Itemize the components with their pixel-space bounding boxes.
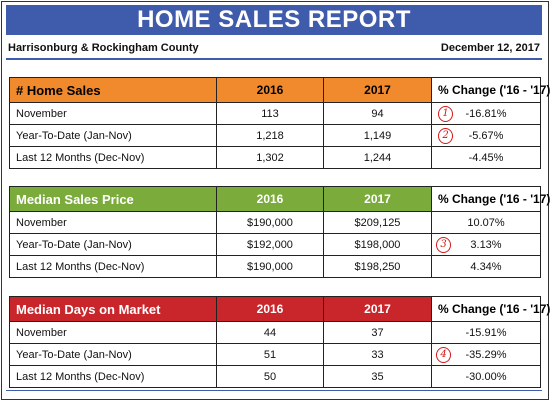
annotation-circle-2: 2 <box>438 128 453 144</box>
row-label: Year-To-Date (Jan-Nov) <box>9 343 217 366</box>
pct-change-cell: 10.07% <box>431 211 541 234</box>
table-header-row: Median Days on Market 2016 2017 % Change… <box>9 296 550 322</box>
report-title: HOME SALES REPORT <box>6 5 542 35</box>
pct-change-value: 10.07% <box>467 216 505 229</box>
value-2016: $192,000 <box>216 233 324 256</box>
report-date: December 12, 2017 <box>440 42 540 54</box>
table-header-row: Median Sales Price 2016 2017 % Change ('… <box>9 186 550 212</box>
annotation-circle-3: 3 <box>436 237 451 253</box>
value-2017: 37 <box>323 321 432 344</box>
table-row: Year-To-Date (Jan-Nov) $192,000 $198,000… <box>9 233 541 256</box>
table-row: Year-To-Date (Jan-Nov) 51 33 4 -35.29% <box>9 343 541 366</box>
pct-change-cell: -4.45% <box>431 146 541 169</box>
column-2016: 2016 <box>216 77 324 103</box>
value-2016: 50 <box>216 365 324 388</box>
column-pct-change: % Change ('16 - '17) <box>431 296 550 322</box>
pct-change-value: -4.45% <box>468 151 504 164</box>
pct-change-cell: 1 -16.81% <box>431 102 541 125</box>
annotation-circle-4: 4 <box>436 347 451 363</box>
pct-change-value: -35.29% <box>465 348 507 361</box>
row-label: November <box>9 211 217 234</box>
value-2016: $190,000 <box>216 255 324 278</box>
row-label: Last 12 Months (Dec-Nov) <box>9 365 217 388</box>
value-2017: $198,000 <box>323 233 432 256</box>
table-title: Median Sales Price <box>9 186 217 212</box>
row-label: Last 12 Months (Dec-Nov) <box>9 255 217 278</box>
value-2017: 1,149 <box>323 124 432 147</box>
header-divider <box>6 58 542 60</box>
column-2017: 2017 <box>323 77 432 103</box>
column-pct-change: % Change ('16 - '17) <box>431 77 550 103</box>
value-2016: 51 <box>216 343 324 366</box>
pct-change-cell: 3 3.13% <box>431 233 541 256</box>
pct-change-value: 4.34% <box>470 260 502 273</box>
median-sales-price-table: Median Sales Price 2016 2017 % Change ('… <box>9 186 550 278</box>
pct-change-cell: 4.34% <box>431 255 541 278</box>
value-2017: 94 <box>323 102 432 125</box>
report-subheader: Harrisonburg & Rockingham County Decembe… <box>8 40 540 56</box>
table-title: Median Days on Market <box>9 296 217 322</box>
table-row: Year-To-Date (Jan-Nov) 1,218 1,149 2 -5.… <box>9 124 541 147</box>
value-2016: 113 <box>216 102 324 125</box>
column-pct-change: % Change ('16 - '17) <box>431 186 550 212</box>
pct-change-cell: 2 -5.67% <box>431 124 541 147</box>
table-row: Last 12 Months (Dec-Nov) 50 35 -30.00% <box>9 365 541 388</box>
column-2017: 2017 <box>323 186 432 212</box>
row-label: November <box>9 321 217 344</box>
value-2016: 1,218 <box>216 124 324 147</box>
pct-change-value: 3.13% <box>470 238 502 251</box>
table-row: Last 12 Months (Dec-Nov) $190,000 $198,2… <box>9 255 541 278</box>
row-label: Year-To-Date (Jan-Nov) <box>9 124 217 147</box>
location-label: Harrisonburg & Rockingham County <box>8 42 199 54</box>
pct-change-value: -15.91% <box>465 326 507 339</box>
value-2017: 35 <box>323 365 432 388</box>
column-2016: 2016 <box>216 296 324 322</box>
column-2016: 2016 <box>216 186 324 212</box>
annotation-circle-1: 1 <box>438 106 453 122</box>
median-days-on-market-table: Median Days on Market 2016 2017 % Change… <box>9 296 550 388</box>
pct-change-cell: 4 -35.29% <box>431 343 541 366</box>
table-row: November $190,000 $209,125 10.07% <box>9 211 541 234</box>
table-row: November 44 37 -15.91% <box>9 321 541 344</box>
row-label: Last 12 Months (Dec-Nov) <box>9 146 217 169</box>
value-2016: $190,000 <box>216 211 324 234</box>
footer-divider <box>6 390 542 391</box>
home-sales-table: # Home Sales 2016 2017 % Change ('16 - '… <box>9 77 550 169</box>
pct-change-cell: -30.00% <box>431 365 541 388</box>
pct-change-cell: -15.91% <box>431 321 541 344</box>
column-2017: 2017 <box>323 296 432 322</box>
value-2017: 1,244 <box>323 146 432 169</box>
table-title: # Home Sales <box>9 77 217 103</box>
pct-change-value: -5.67% <box>468 129 504 142</box>
value-2017: 33 <box>323 343 432 366</box>
table-row: November 113 94 1 -16.81% <box>9 102 541 125</box>
pct-change-value: -16.81% <box>465 107 507 120</box>
value-2016: 1,302 <box>216 146 324 169</box>
value-2017: $198,250 <box>323 255 432 278</box>
row-label: November <box>9 102 217 125</box>
value-2016: 44 <box>216 321 324 344</box>
table-header-row: # Home Sales 2016 2017 % Change ('16 - '… <box>9 77 550 103</box>
table-row: Last 12 Months (Dec-Nov) 1,302 1,244 -4.… <box>9 146 541 169</box>
pct-change-value: -30.00% <box>465 370 507 383</box>
value-2017: $209,125 <box>323 211 432 234</box>
row-label: Year-To-Date (Jan-Nov) <box>9 233 217 256</box>
